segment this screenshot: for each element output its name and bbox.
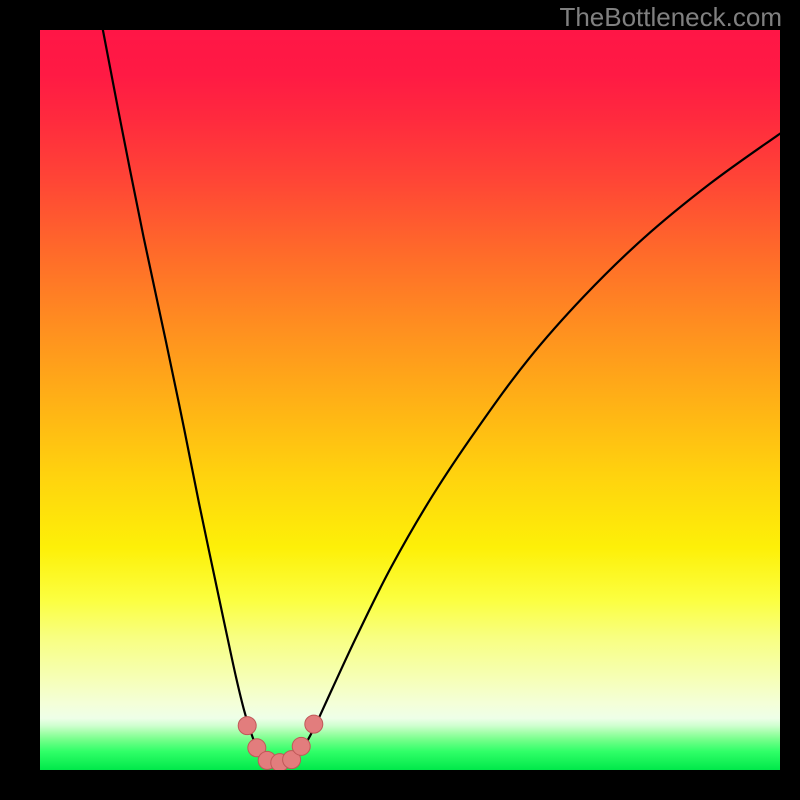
bottleneck-chart bbox=[0, 0, 800, 800]
optimum-marker bbox=[305, 715, 323, 733]
optimum-marker bbox=[292, 737, 310, 755]
chart-background bbox=[40, 30, 780, 770]
optimum-marker bbox=[238, 717, 256, 735]
